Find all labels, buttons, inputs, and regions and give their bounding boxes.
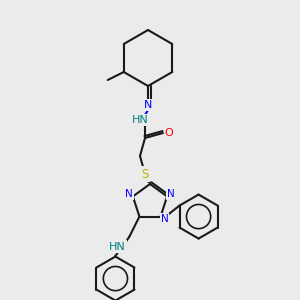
Text: N: N [167,189,175,200]
Text: HN: HN [132,115,148,125]
Text: N: N [125,189,133,200]
Text: N: N [144,100,152,110]
Text: S: S [141,167,149,181]
Text: N: N [161,214,169,224]
Text: HN: HN [109,242,126,252]
Text: O: O [165,128,173,138]
